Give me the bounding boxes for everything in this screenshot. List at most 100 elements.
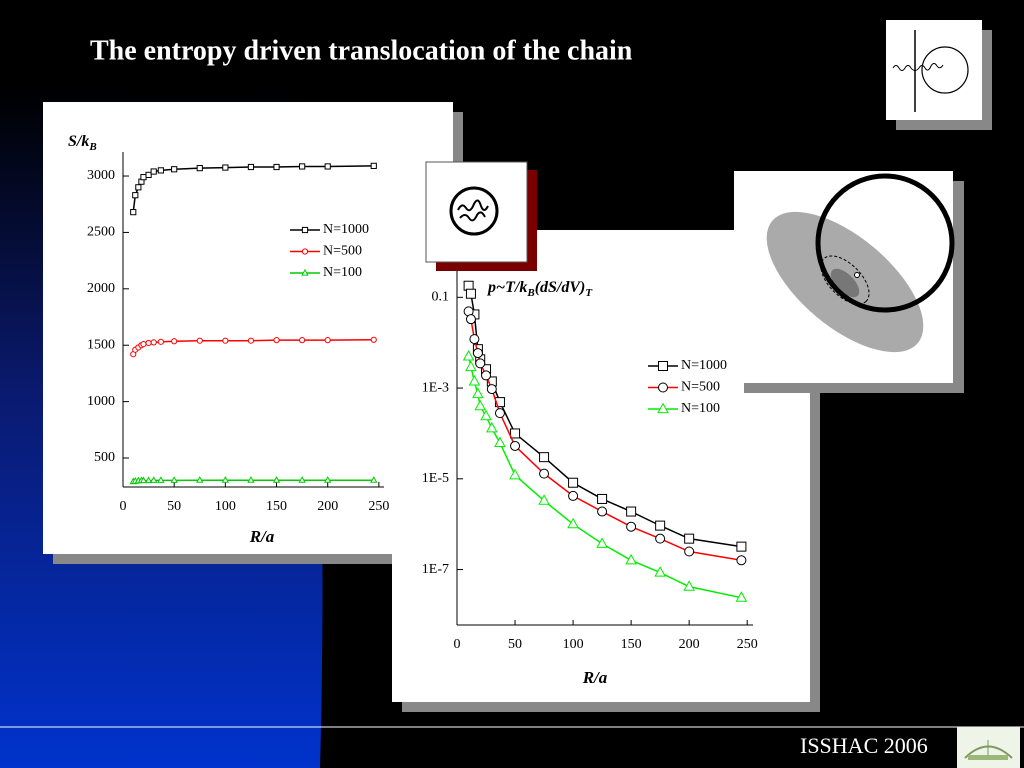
legend-marker (301, 226, 309, 234)
marker (196, 476, 204, 483)
y-tick-label: 1E-5 (422, 471, 449, 486)
marker (222, 337, 229, 344)
marker (132, 192, 139, 199)
y-label-part: B (88, 141, 96, 153)
legend-marker (301, 248, 309, 255)
slide-title: The entropy driven translocation of the … (90, 35, 633, 66)
y-tick-label: 1E-7 (422, 562, 449, 577)
x-axis-label: R/a (582, 668, 608, 687)
marker (324, 337, 331, 344)
x-tick-label: 150 (621, 637, 642, 652)
marker (568, 490, 579, 501)
marker (480, 409, 492, 421)
marker (324, 476, 332, 483)
marker (196, 165, 203, 172)
y-label-part: T (585, 287, 593, 299)
marker (475, 358, 486, 369)
marker (736, 555, 747, 566)
marker (597, 493, 608, 504)
marker (474, 399, 487, 411)
marker (247, 337, 255, 344)
marker (568, 477, 579, 488)
chart: 0 50 100 150 200 250 500 1000 1500 2000 2500 3000 R/… (68, 133, 389, 546)
marker (468, 374, 481, 386)
marker (140, 174, 147, 181)
marker (221, 476, 230, 483)
x-tick-label: 0 (454, 637, 461, 652)
marker (324, 163, 331, 170)
footer-text: ISSHAC 2006 (800, 733, 928, 758)
y-axis-label: p~T/kB(dS/dV)T (486, 279, 593, 299)
marker (130, 209, 137, 216)
chain-in-sphere-image (425, 161, 528, 263)
marker (509, 468, 521, 480)
x-tick-label: 100 (563, 637, 584, 652)
marker (150, 476, 158, 483)
marker (469, 334, 480, 345)
marker (539, 452, 550, 463)
legend-marker (301, 268, 309, 276)
marker (472, 348, 483, 359)
marker (736, 541, 747, 552)
x-tick-label: 200 (679, 637, 700, 652)
marker (171, 338, 178, 345)
x-tick-label: 150 (266, 499, 287, 514)
marker (486, 384, 497, 395)
legend-label: N=500 (681, 380, 720, 395)
x-tick-label: 0 (120, 499, 127, 514)
marker (171, 166, 178, 173)
x-tick-label: 250 (737, 637, 758, 652)
y-tick-label: 3000 (87, 168, 115, 183)
marker (626, 521, 637, 532)
marker (299, 337, 306, 344)
marker (481, 370, 492, 381)
chart: 0 50 100 150 200 250 0.1 1E-3 1E-5 1E-7 R/a p~T/kB(… (422, 270, 758, 687)
marker (684, 533, 695, 544)
marker (299, 163, 306, 170)
marker (298, 476, 306, 483)
y-axis-label: S/kB (68, 133, 97, 153)
legend-marker (658, 361, 668, 371)
legend-marker (658, 382, 668, 393)
y-label-part: S/k (68, 133, 89, 150)
marker (145, 171, 152, 178)
marker (472, 387, 484, 399)
y-tick-label: 0.1 (432, 290, 450, 305)
marker (150, 168, 157, 175)
marker (567, 517, 579, 529)
marker (510, 440, 521, 451)
marker (150, 339, 157, 346)
x-tick-label: 100 (215, 499, 236, 514)
x-tick-label: 200 (317, 499, 338, 514)
y-tick-label: 500 (94, 450, 115, 465)
y-label-part: (dS/dV) (535, 279, 586, 296)
y-tick-label: 2000 (87, 281, 115, 296)
x-axis-label: R/a (249, 527, 275, 546)
marker (465, 314, 476, 325)
y-tick-label: 1E-3 (422, 380, 449, 395)
marker (370, 336, 377, 343)
legend-label: N=100 (681, 401, 720, 416)
panel (43, 102, 453, 554)
ellipse-image (734, 171, 955, 383)
y-label-part: B (526, 287, 534, 299)
marker (683, 580, 695, 591)
marker (370, 476, 378, 483)
marker (735, 591, 748, 602)
x-tick-label: 50 (508, 637, 522, 652)
y-tick-label: 1000 (87, 394, 115, 409)
marker (273, 163, 280, 171)
logo (957, 727, 1020, 768)
marker (144, 476, 153, 484)
legend-label: N=100 (323, 265, 362, 280)
marker (145, 339, 152, 347)
x-tick-label: 250 (368, 499, 389, 514)
marker (684, 546, 695, 557)
marker (654, 566, 666, 577)
series-line (467, 356, 742, 599)
x-tick-label: 50 (167, 499, 181, 514)
translocation-image (886, 20, 982, 120)
marker (462, 349, 475, 361)
